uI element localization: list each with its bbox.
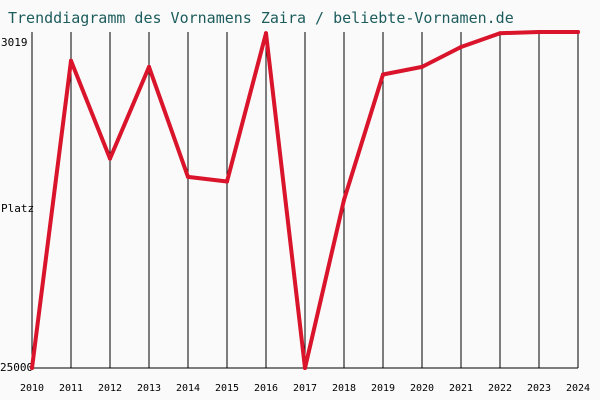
grid-lines [31, 32, 579, 369]
x-axis-labels: 2010 2011 2012 2013 2014 2015 2016 2017 2018 2019… [20, 383, 590, 394]
data-point-2020 [420, 64, 424, 69]
x-tick-label-2012: 2012 [98, 383, 122, 394]
y-tick-top: 3019 [1, 36, 28, 49]
x-tick-label-2023: 2023 [527, 383, 551, 394]
x-tick-label-2015: 2015 [215, 383, 239, 394]
data-points [30, 30, 580, 370]
data-point-2011 [69, 58, 73, 63]
data-point-2024 [576, 30, 580, 34]
x-tick-label-2018: 2018 [332, 383, 356, 394]
chart-title: Trenddiagramm des Vornamens Zaira / beli… [8, 9, 514, 27]
data-point-2022 [498, 31, 502, 36]
data-point-2017 [303, 366, 307, 370]
data-point-2015 [225, 179, 229, 184]
x-tick-label-2021: 2021 [449, 383, 473, 394]
x-tick-label-2019: 2019 [371, 383, 395, 394]
y-tick-bottom: 25000 [0, 361, 33, 374]
data-point-2021 [459, 44, 463, 49]
data-point-2019 [381, 72, 385, 77]
x-tick-label-2014: 2014 [176, 383, 200, 394]
x-tick-label-2013: 2013 [137, 383, 161, 394]
x-tick-label-2024: 2024 [566, 383, 590, 394]
x-tick-label-2017: 2017 [293, 383, 317, 394]
x-tick-label-2010: 2010 [20, 383, 44, 394]
data-point-2013 [147, 64, 151, 69]
x-tick-label-2016: 2016 [254, 383, 278, 394]
data-point-2012 [108, 156, 112, 161]
x-tick-label-2020: 2020 [410, 383, 434, 394]
x-tick-label-2011: 2011 [59, 383, 83, 394]
data-point-2010 [30, 366, 34, 370]
data-point-2023 [537, 30, 541, 35]
data-point-2014 [186, 174, 190, 179]
x-tick-label-2022: 2022 [488, 383, 512, 394]
y-axis-label: Platz [1, 202, 34, 215]
data-point-2016 [264, 31, 268, 36]
data-point-2018 [342, 197, 346, 202]
